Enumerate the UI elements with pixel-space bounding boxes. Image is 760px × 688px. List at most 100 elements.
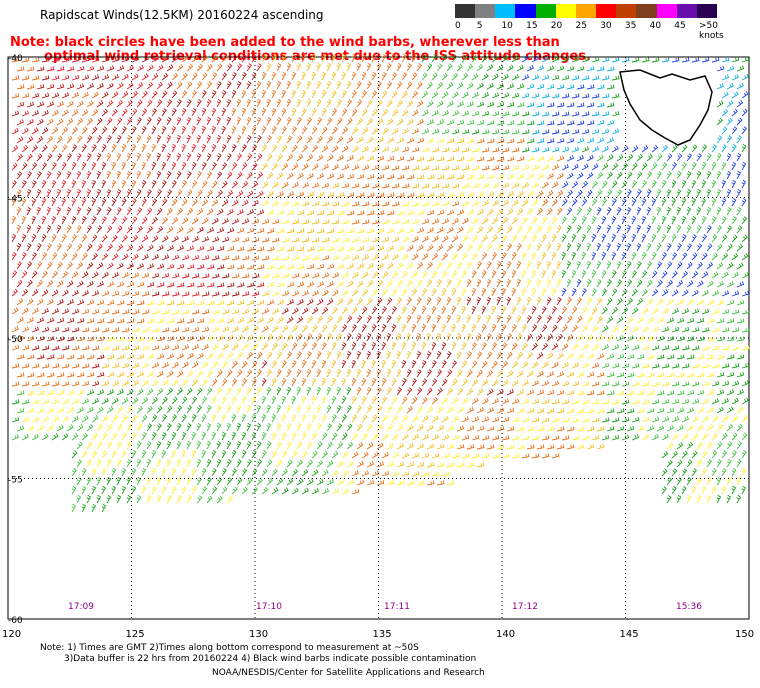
- wind-barb: [286, 333, 293, 342]
- wind-barb: [676, 495, 682, 504]
- wind-barb: [346, 263, 355, 270]
- wind-barb: [611, 216, 617, 225]
- wind-barb: [711, 162, 717, 171]
- wind-barb: [676, 424, 684, 432]
- wind-barb: [401, 54, 407, 63]
- wind-barb: [166, 335, 175, 342]
- wind-barb: [441, 270, 448, 279]
- wind-barb: [126, 135, 132, 144]
- wind-barb: [741, 414, 749, 423]
- wind-barb: [231, 218, 240, 225]
- wind-barb: [411, 306, 417, 315]
- wind-barb: [396, 137, 405, 144]
- wind-barb: [591, 288, 597, 297]
- wind-barb: [491, 217, 499, 225]
- wind-barb: [76, 100, 84, 108]
- wind-barb: [166, 226, 174, 234]
- wind-barb: [326, 441, 333, 450]
- wind-barb: [266, 351, 273, 360]
- wind-barb: [171, 486, 177, 495]
- lon-tick-label: 150: [735, 629, 754, 640]
- wind-barb: [446, 226, 454, 234]
- wind-barb: [421, 306, 427, 315]
- wind-barb: [326, 460, 334, 468]
- wind-barb: [626, 425, 635, 432]
- wind-barb: [156, 353, 165, 360]
- wind-barb: [631, 145, 639, 153]
- wind-barb: [201, 108, 207, 117]
- wind-barb: [666, 442, 674, 450]
- wind-barb: [396, 99, 404, 108]
- wind-barb: [226, 227, 235, 234]
- wind-barb: [671, 144, 678, 153]
- wind-barb: [71, 126, 78, 135]
- wind-barb: [426, 369, 432, 378]
- wind-barb: [76, 117, 84, 126]
- wind-barb: [196, 440, 202, 450]
- wind-barb: [306, 228, 315, 234]
- wind-barb: [211, 72, 218, 81]
- wind-barb: [436, 406, 444, 414]
- wind-barb: [571, 93, 580, 99]
- wind-barb: [251, 273, 260, 279]
- wind-barb: [176, 117, 182, 126]
- wind-barb: [251, 468, 258, 477]
- wind-barb: [501, 216, 509, 225]
- wind-barb: [316, 405, 322, 414]
- wind-barb: [306, 191, 315, 198]
- wind-barb: [351, 396, 357, 405]
- wind-barb: [96, 389, 105, 396]
- wind-barb: [41, 234, 47, 243]
- wind-barb: [656, 425, 665, 432]
- wind-barb: [76, 441, 83, 450]
- wind-barb: [591, 325, 599, 333]
- wind-barb: [431, 288, 437, 297]
- wind-barb: [611, 325, 619, 333]
- wind-barb: [136, 495, 142, 504]
- wind-barb: [466, 279, 472, 288]
- wind-barb: [441, 453, 450, 459]
- wind-barb: [266, 316, 274, 324]
- wind-barb: [646, 372, 655, 378]
- wind-barb: [361, 451, 369, 459]
- wind-barb: [726, 299, 735, 306]
- wind-barb: [171, 55, 179, 63]
- wind-barb: [676, 298, 684, 306]
- wind-barb: [596, 390, 605, 396]
- wind-barb: [501, 435, 510, 441]
- wind-barb: [246, 334, 254, 342]
- wind-barb: [96, 100, 104, 108]
- wind-barb: [291, 144, 298, 153]
- wind-barb: [71, 252, 78, 261]
- wind-barb: [416, 209, 425, 216]
- wind-barb: [136, 353, 145, 360]
- wind-barb: [126, 281, 135, 288]
- wind-barb: [316, 478, 324, 486]
- wind-barb: [121, 467, 127, 477]
- wind-barb: [596, 353, 605, 360]
- wind-barb: [111, 253, 119, 261]
- wind-barb: [161, 327, 170, 333]
- wind-barb: [276, 387, 282, 396]
- wind-barb: [191, 236, 199, 243]
- wind-barb: [586, 260, 592, 270]
- wind-barb: [471, 378, 479, 387]
- wind-barb: [186, 335, 195, 342]
- wind-barb: [366, 262, 374, 270]
- wind-barb: [476, 279, 482, 288]
- wind-barb: [181, 486, 187, 495]
- wind-barb: [116, 65, 125, 72]
- wind-barb: [551, 399, 560, 405]
- wind-barb: [686, 280, 694, 288]
- wind-barb: [576, 84, 585, 90]
- wind-barb: [581, 270, 587, 279]
- wind-barb: [576, 443, 585, 450]
- wind-barb: [516, 297, 522, 306]
- wind-barb: [196, 99, 202, 108]
- wind-barb: [241, 237, 250, 243]
- wind-barb: [186, 63, 194, 72]
- wind-barb: [481, 252, 488, 261]
- wind-barb: [266, 209, 275, 216]
- wind-barb: [441, 72, 448, 81]
- wind-barb: [196, 459, 202, 468]
